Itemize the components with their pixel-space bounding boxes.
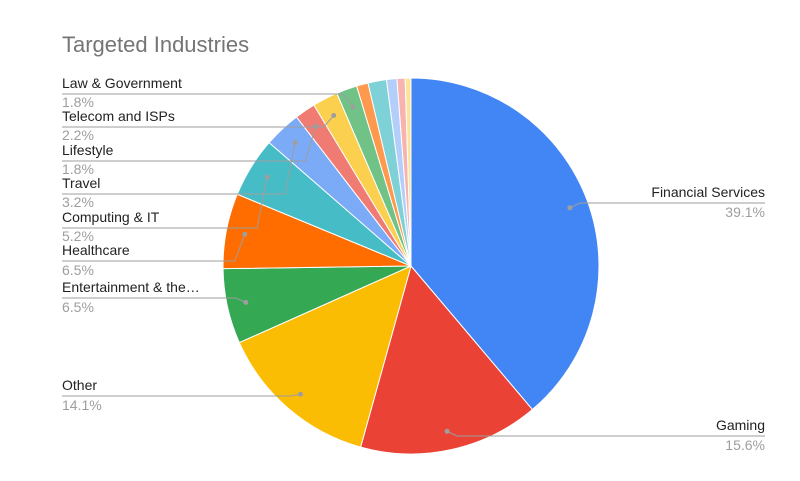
pie-slice — [359, 264, 534, 455]
pie-slice — [404, 77, 412, 267]
leader-dot — [292, 140, 298, 146]
leader-line — [62, 234, 246, 262]
slice-label: Computing & IT — [62, 209, 160, 225]
slice-label: Telecom and ISPs — [62, 108, 175, 124]
slice-value-label: 1.8% — [62, 161, 94, 177]
slice-label: Gaming — [716, 417, 765, 433]
leader-dot — [350, 104, 356, 110]
slice-label: Financial Services — [651, 184, 765, 200]
chart-title: Targeted Industries — [62, 32, 250, 57]
leader-dot — [567, 205, 573, 211]
slice-value-label: 6.5% — [62, 262, 94, 278]
pie-slice — [238, 265, 412, 448]
leader-line — [62, 115, 335, 128]
slice-label: Healthcare — [62, 242, 130, 258]
slice-label: Lifestyle — [62, 142, 114, 158]
leader-dot — [243, 299, 249, 305]
leader-line — [62, 126, 317, 162]
leader-dot — [331, 113, 337, 118]
slice-label: Travel — [62, 175, 100, 191]
slice-value-label: 1.8% — [62, 94, 94, 110]
slice-value-label: 5.2% — [62, 228, 94, 244]
slice-value-label: 14.1% — [62, 397, 102, 413]
leader-line — [569, 202, 765, 209]
slice-label: Law & Government — [62, 75, 182, 91]
slice-value-label: 39.1% — [725, 204, 765, 220]
slice-label: Other — [62, 377, 97, 393]
leader-line — [62, 297, 247, 303]
leader-line — [62, 142, 296, 195]
leader-dot — [298, 391, 303, 397]
leader-dot — [264, 174, 270, 180]
leader-line — [446, 430, 765, 437]
slice-value-label: 3.2% — [62, 194, 94, 210]
leader-dot — [242, 231, 248, 237]
pie-slice — [410, 77, 600, 411]
slice-value-label: 6.5% — [62, 299, 94, 315]
slice-value-label: 15.6% — [725, 437, 765, 453]
slice-label: Entertainment & the… — [62, 279, 200, 295]
leader-line — [62, 393, 301, 397]
slice-value-label: 2.2% — [62, 127, 94, 143]
leader-line — [62, 93, 354, 108]
leader-dot — [313, 123, 319, 129]
leader-dot — [444, 428, 450, 434]
